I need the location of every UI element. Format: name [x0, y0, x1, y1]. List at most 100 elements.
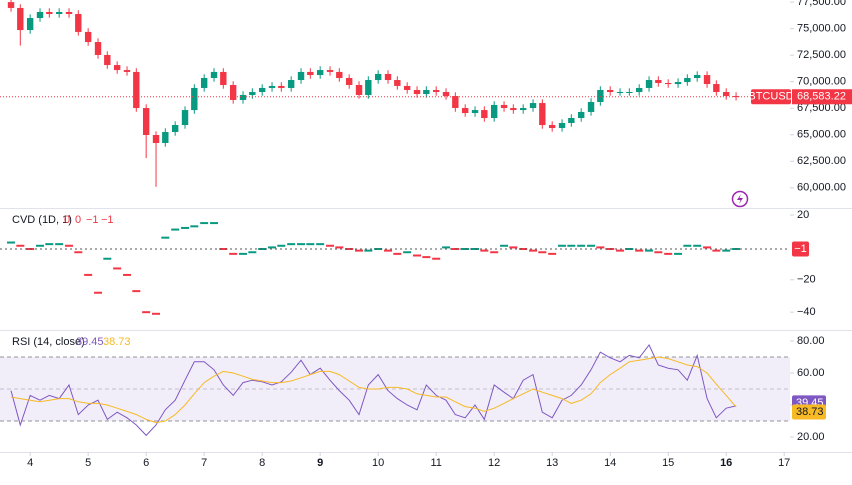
candle-body: [278, 85, 285, 88]
x-tick-label: 11: [430, 457, 441, 469]
y-tick-label: 80.00: [797, 335, 825, 347]
y-tick-label: 60,000.00: [797, 182, 846, 194]
x-tick-label: 17: [778, 457, 790, 469]
candle-body: [693, 75, 701, 78]
candle-body: [355, 85, 363, 95]
candle-body: [181, 110, 189, 126]
candle-body: [374, 73, 382, 81]
candle-body: [684, 78, 691, 83]
rsi-last-box: [792, 404, 826, 420]
rsi-band: [0, 356, 790, 421]
candle-body: [597, 89, 604, 102]
candle-body: [442, 92, 450, 97]
y-tick-label: 67,500.00: [797, 102, 846, 114]
candle-body: [432, 89, 440, 93]
x-tick-label: 13: [546, 457, 558, 469]
y-tick-label: 77,500.00: [797, 0, 846, 8]
cvd-last-label: −1: [794, 243, 807, 255]
x-tick-label: 6: [143, 457, 149, 469]
candle-body: [606, 89, 614, 93]
x-tick-label: 4: [27, 457, 33, 469]
symbol-label-box: [751, 89, 791, 105]
candle-body: [500, 104, 508, 109]
candle-body: [307, 71, 314, 76]
x-tick-label: 7: [201, 457, 207, 469]
candle-body: [722, 92, 730, 97]
candle-body: [123, 70, 131, 72]
candle-body: [287, 80, 295, 88]
candle-body: [133, 71, 140, 109]
candle-body: [75, 14, 82, 32]
y-tick-label: −40: [797, 306, 816, 318]
candle-body: [519, 108, 527, 111]
candle-body: [645, 80, 653, 88]
y-tick-label: 75,000.00: [797, 23, 846, 35]
y-tick-label: 60.00: [797, 367, 825, 379]
x-tick-label: 8: [259, 457, 265, 469]
candle-body: [365, 80, 372, 95]
candle-body: [84, 31, 92, 43]
candle-body: [7, 2, 15, 8]
candle-body: [104, 54, 111, 66]
candle-body: [239, 94, 247, 100]
candle-body: [152, 134, 160, 143]
y-tick-label: 20.00: [797, 431, 825, 443]
candle-body: [413, 89, 421, 95]
cvd-legend-value: −1: [86, 214, 99, 226]
candle-body: [664, 82, 672, 85]
x-tick-label: 16: [720, 457, 732, 469]
candle-body: [316, 70, 324, 76]
candle-body: [268, 85, 276, 88]
candle-body: [326, 70, 334, 72]
y-tick-label: 70,000.00: [797, 76, 846, 88]
candle-body: [191, 87, 198, 111]
candle-body: [403, 85, 411, 90]
candle-body: [210, 71, 218, 78]
candle-body: [703, 75, 711, 85]
candle-body: [297, 71, 305, 81]
x-tick-label: 14: [604, 457, 616, 469]
candle-body: [55, 11, 63, 15]
candle-body: [384, 73, 392, 81]
candle-body: [394, 80, 401, 86]
candle-body: [510, 108, 517, 111]
candle-body: [258, 87, 266, 93]
rsi-last-label: 38.73: [796, 406, 824, 418]
candle-body: [220, 71, 227, 86]
y-tick-label: 65,000.00: [797, 129, 846, 141]
candle-body: [713, 84, 720, 93]
candle-body: [655, 80, 662, 83]
candle-body: [635, 87, 643, 93]
chart-icon[interactable]: [731, 190, 749, 208]
candle-body: [732, 96, 740, 98]
candle-body: [548, 125, 556, 128]
cvd-last-box: [792, 241, 809, 257]
x-tick-label: 5: [85, 457, 91, 469]
candle-body: [577, 111, 585, 119]
symbol-label: BTCUSD: [748, 91, 793, 103]
x-tick-label: 10: [372, 457, 384, 469]
candle-body: [113, 65, 121, 71]
y-tick-label: 72,500.00: [797, 49, 846, 61]
candle-body: [171, 125, 179, 133]
last-price-label: 68,583.22: [797, 91, 846, 103]
y-tick-label: 20: [797, 209, 809, 221]
candle-body: [65, 11, 73, 15]
candle-body: [36, 11, 44, 19]
candle-body: [94, 42, 102, 55]
x-tick-label: 9: [317, 457, 323, 469]
candle-body: [46, 11, 53, 15]
candle-body: [249, 92, 256, 95]
rsi-legend-value: 38.73: [103, 336, 131, 348]
candle-body: [26, 18, 34, 31]
candle-body: [461, 108, 469, 114]
rsi-title: RSI (14, close): [12, 336, 85, 348]
candle-body: [616, 92, 624, 94]
candle-body: [162, 132, 169, 143]
candle-body: [471, 110, 479, 114]
cvd-title: CVD (1D, 1): [12, 214, 72, 226]
candle-body: [229, 85, 237, 100]
rsi-line: [10, 344, 737, 437]
y-tick-label: 62,500.00: [797, 155, 846, 167]
candle-body: [200, 78, 208, 88]
